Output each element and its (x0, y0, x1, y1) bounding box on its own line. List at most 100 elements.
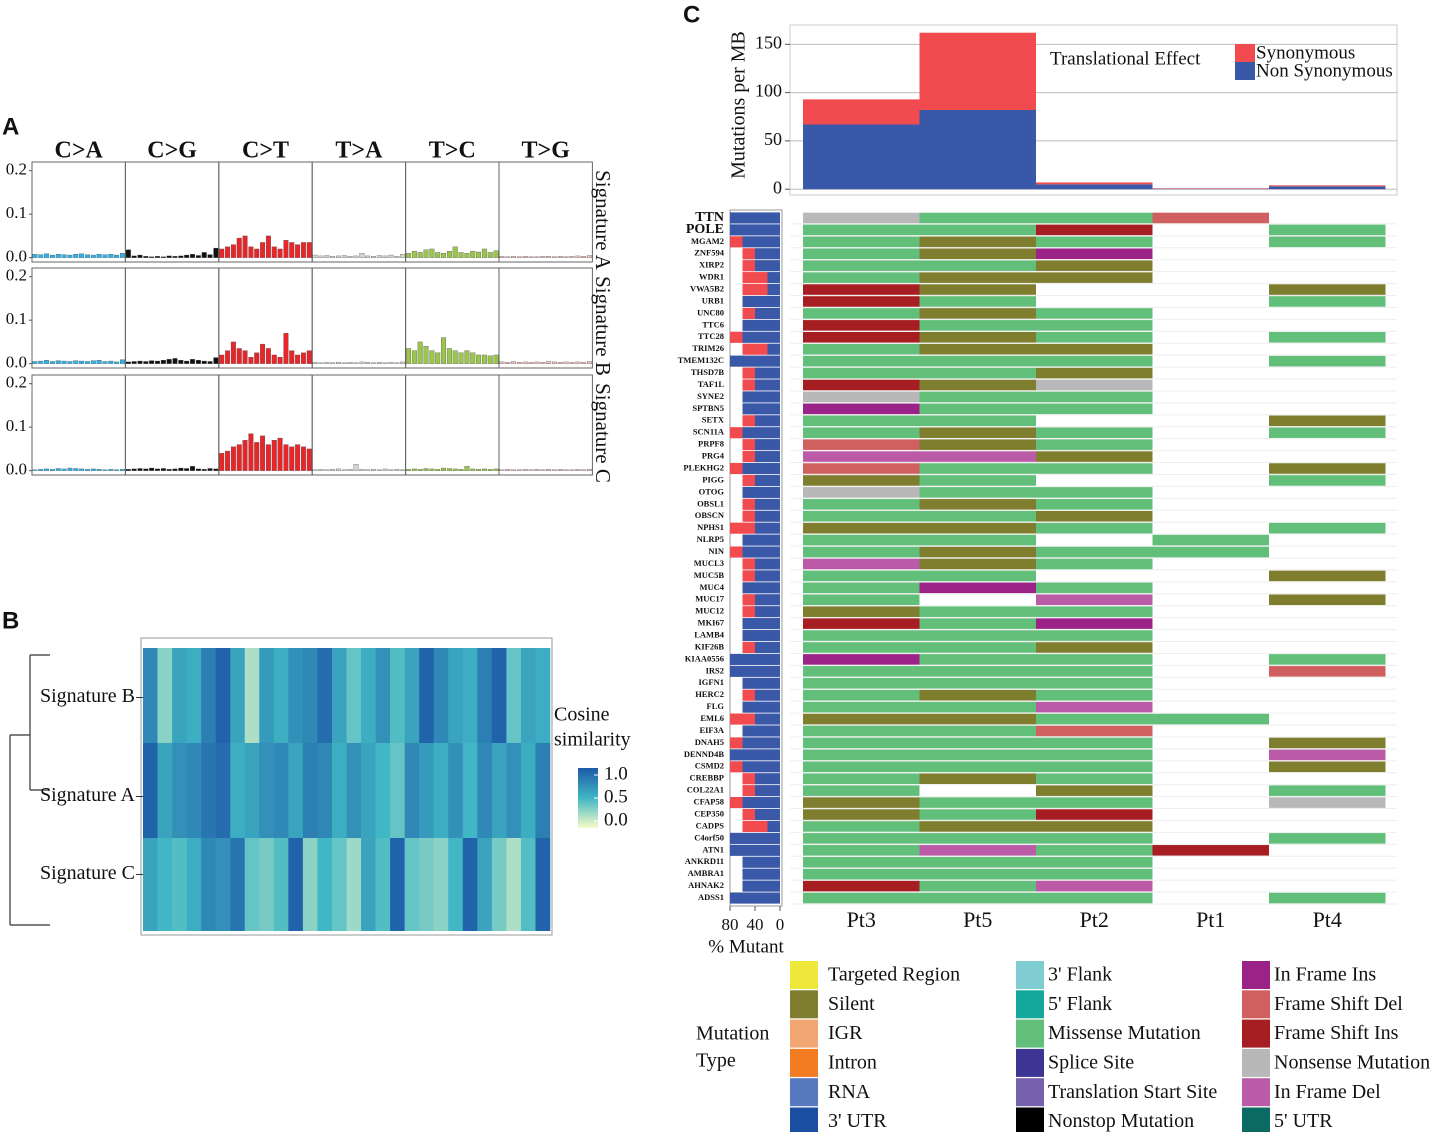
bar (569, 362, 575, 364)
colorbar (578, 768, 598, 828)
gene-label: URB1 (702, 295, 724, 305)
mutation-cell (919, 809, 1036, 820)
legend-swatch (790, 1019, 818, 1048)
mutation-cell (1269, 236, 1386, 248)
bar (149, 467, 155, 471)
pct-bar (742, 260, 755, 272)
pct-bar (742, 677, 780, 689)
mutation-cell (919, 630, 1036, 641)
bar (96, 254, 102, 258)
bar (125, 469, 131, 471)
legend-title: Type (696, 1050, 736, 1072)
legend-swatch (1235, 44, 1255, 62)
pct-bar (742, 641, 755, 654)
bar (120, 253, 125, 258)
bar (347, 362, 353, 364)
gene-label: SPTBN5 (692, 403, 724, 413)
bar (155, 360, 160, 364)
gene-label: DENND4B (684, 749, 724, 759)
pct-bar (742, 725, 780, 737)
row-label: Signature C (40, 862, 135, 884)
gene-label: MUCL3 (694, 558, 724, 568)
panel-letter: C (683, 1, 700, 28)
colorbar-label: 0.5 (604, 786, 628, 807)
pct-bar (742, 868, 780, 880)
mutation-cell (803, 582, 920, 594)
bar (516, 362, 522, 364)
gene-label: C4orf50 (694, 832, 724, 842)
mutation-cell (1036, 678, 1153, 689)
mutation-cell (1269, 892, 1386, 904)
pct-bar (742, 582, 780, 594)
bar (335, 255, 341, 258)
facet-frame (498, 161, 593, 263)
mutation-cell (803, 606, 920, 617)
bar (190, 359, 195, 364)
heatmap-cell (201, 648, 216, 743)
mutation-cell (1152, 212, 1269, 224)
mutation-cell (803, 773, 920, 784)
bar (511, 361, 517, 364)
gene-label: DNAH5 (695, 737, 724, 747)
mutation-cell (1036, 654, 1153, 665)
bar (120, 359, 125, 364)
bar (464, 466, 470, 471)
mutation-cell (1036, 761, 1153, 773)
pct-bar (755, 522, 780, 534)
bar (143, 468, 149, 471)
mutation-cell (1036, 618, 1153, 629)
bar (155, 256, 160, 258)
pct-bar (742, 307, 755, 319)
mutation-cell (1036, 856, 1153, 868)
bar (318, 362, 324, 364)
mutation-cell (919, 856, 1036, 868)
bar (423, 249, 429, 258)
pct-bar (742, 272, 768, 284)
bar (108, 254, 114, 258)
mutation-cell (919, 343, 1036, 355)
bar (114, 254, 120, 258)
facet-title: C>G (147, 138, 197, 164)
y-tick-label: 50 (764, 129, 782, 149)
gene-label: CREBBP (690, 773, 724, 783)
mutation-cell (1152, 845, 1269, 856)
bar (528, 256, 534, 258)
mutation-cell (1036, 308, 1153, 319)
mutation-cell (1036, 880, 1153, 892)
heatmap-cell (244, 743, 260, 838)
bar (341, 362, 347, 364)
bar-segment (1269, 185, 1386, 187)
gene-label: XIRP2 (699, 260, 724, 270)
pct-bar (742, 283, 768, 296)
gene-label: TTC6 (702, 319, 724, 329)
bar (184, 360, 190, 364)
pct-bar (742, 498, 755, 510)
heatmap-cell (419, 648, 435, 743)
bar (493, 354, 499, 364)
heatmap-cell (186, 648, 202, 743)
bar (102, 469, 108, 471)
gene-label: OTOG (699, 486, 725, 496)
bar (446, 468, 452, 471)
bar (528, 469, 534, 471)
legend-swatch (1016, 1107, 1044, 1132)
bar (446, 348, 452, 364)
gene-label: AHNAK2 (688, 880, 724, 890)
bar (265, 235, 271, 258)
heatmap-cell (317, 743, 333, 838)
bar (84, 469, 90, 471)
bar (575, 255, 581, 258)
y-axis-title: Mutations per MB (728, 31, 750, 179)
mutation-cell (1152, 534, 1269, 546)
heatmap-cell (520, 648, 536, 743)
bar (522, 469, 528, 471)
bar (546, 361, 552, 364)
pct-bar (742, 594, 755, 606)
bar (476, 469, 482, 471)
mutation-cell (919, 391, 1036, 403)
bar (359, 253, 365, 258)
pct-frame (729, 209, 783, 907)
bar (178, 467, 184, 471)
pct-bar (742, 486, 780, 498)
pct-bar (730, 331, 743, 343)
